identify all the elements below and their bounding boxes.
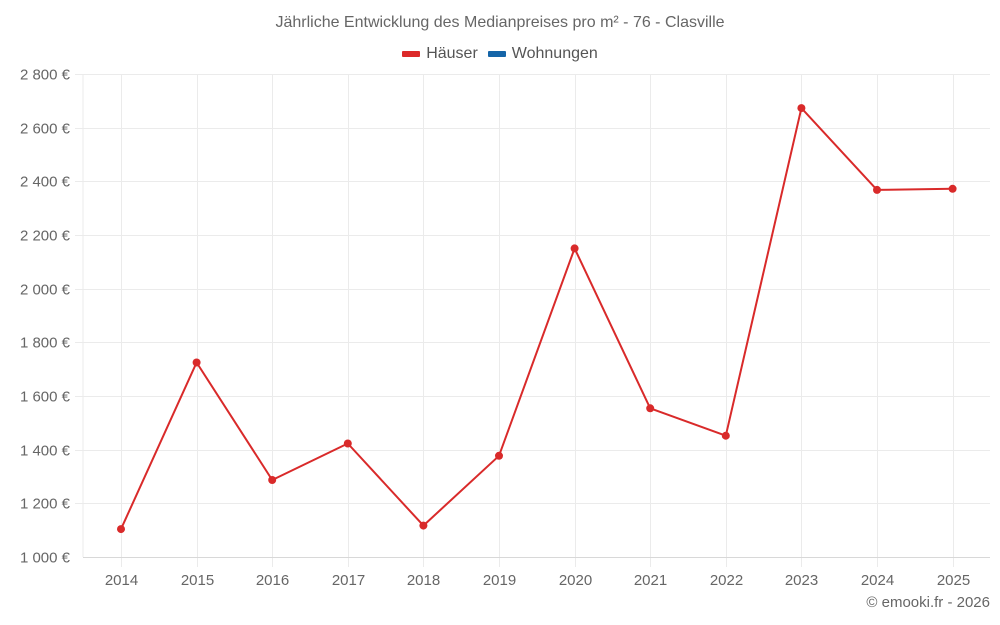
data-point-marker[interactable] [419, 521, 428, 530]
x-tick-label: 2024 [861, 572, 894, 589]
legend-item-apartments[interactable]: Wohnungen [487, 45, 598, 63]
x-tick-label: 2021 [634, 572, 667, 589]
x-tick-label: 2017 [332, 572, 365, 589]
data-point-marker[interactable] [192, 358, 201, 367]
data-point-marker[interactable] [117, 525, 125, 534]
x-tick-label: 2018 [407, 572, 440, 589]
chart-legend: Häuser Wohnungen [0, 45, 1000, 63]
legend-swatch-apartments [487, 51, 506, 57]
y-tick-label: 2 000 € [20, 282, 71, 299]
y-tick-label: 1 200 € [20, 496, 71, 513]
y-tick-label: 1 000 € [20, 550, 71, 567]
y-tick-label: 2 800 € [20, 67, 71, 84]
x-axis: 2014 2015 2016 2017 2018 2019 2020 2021 2022 2023… [83, 557, 990, 589]
y-tick-label: 1 600 € [20, 389, 71, 406]
legend-label-apartments: Wohnungen [511, 45, 598, 62]
data-point-marker[interactable] [646, 404, 655, 413]
x-tick-label: 2016 [256, 572, 289, 589]
data-point-marker[interactable] [948, 184, 957, 193]
data-point-marker[interactable] [873, 185, 881, 194]
legend-swatch-houses [402, 51, 421, 57]
x-tick-label: 2014 [105, 572, 138, 589]
data-point-marker[interactable] [797, 104, 806, 113]
houses-line [120, 107, 953, 530]
credits-text: © emooki.fr - 2026 [866, 594, 990, 611]
grid-lines [75, 74, 990, 567]
data-point-marker[interactable] [343, 439, 352, 448]
x-tick-label: 2019 [483, 572, 516, 589]
legend-item-houses[interactable]: Häuser [402, 45, 478, 63]
data-point-marker[interactable] [721, 431, 730, 440]
y-tick-label: 2 600 € [20, 121, 71, 138]
y-tick-label: 1 400 € [20, 443, 71, 460]
x-tick-label: 2023 [785, 572, 818, 589]
x-tick-label: 2025 [937, 572, 970, 589]
data-point-marker[interactable] [268, 476, 277, 484]
y-axis: 1 000 € 1 200 € 1 400 € 1 600 € 1 800 € 2 000… [20, 67, 71, 567]
x-tick-label: 2022 [710, 572, 743, 589]
series-houses [117, 104, 957, 534]
x-tick-label: 2020 [559, 572, 592, 589]
data-point-marker[interactable] [495, 451, 503, 460]
x-tick-label: 2015 [181, 572, 214, 589]
legend-label-houses: Häuser [426, 45, 478, 62]
y-tick-label: 1 800 € [20, 335, 71, 352]
chart-title: Jährliche Entwicklung des Medianpreises … [275, 14, 725, 31]
data-point-marker[interactable] [570, 244, 579, 253]
y-tick-label: 2 400 € [20, 174, 71, 191]
y-tick-label: 2 200 € [20, 228, 71, 245]
